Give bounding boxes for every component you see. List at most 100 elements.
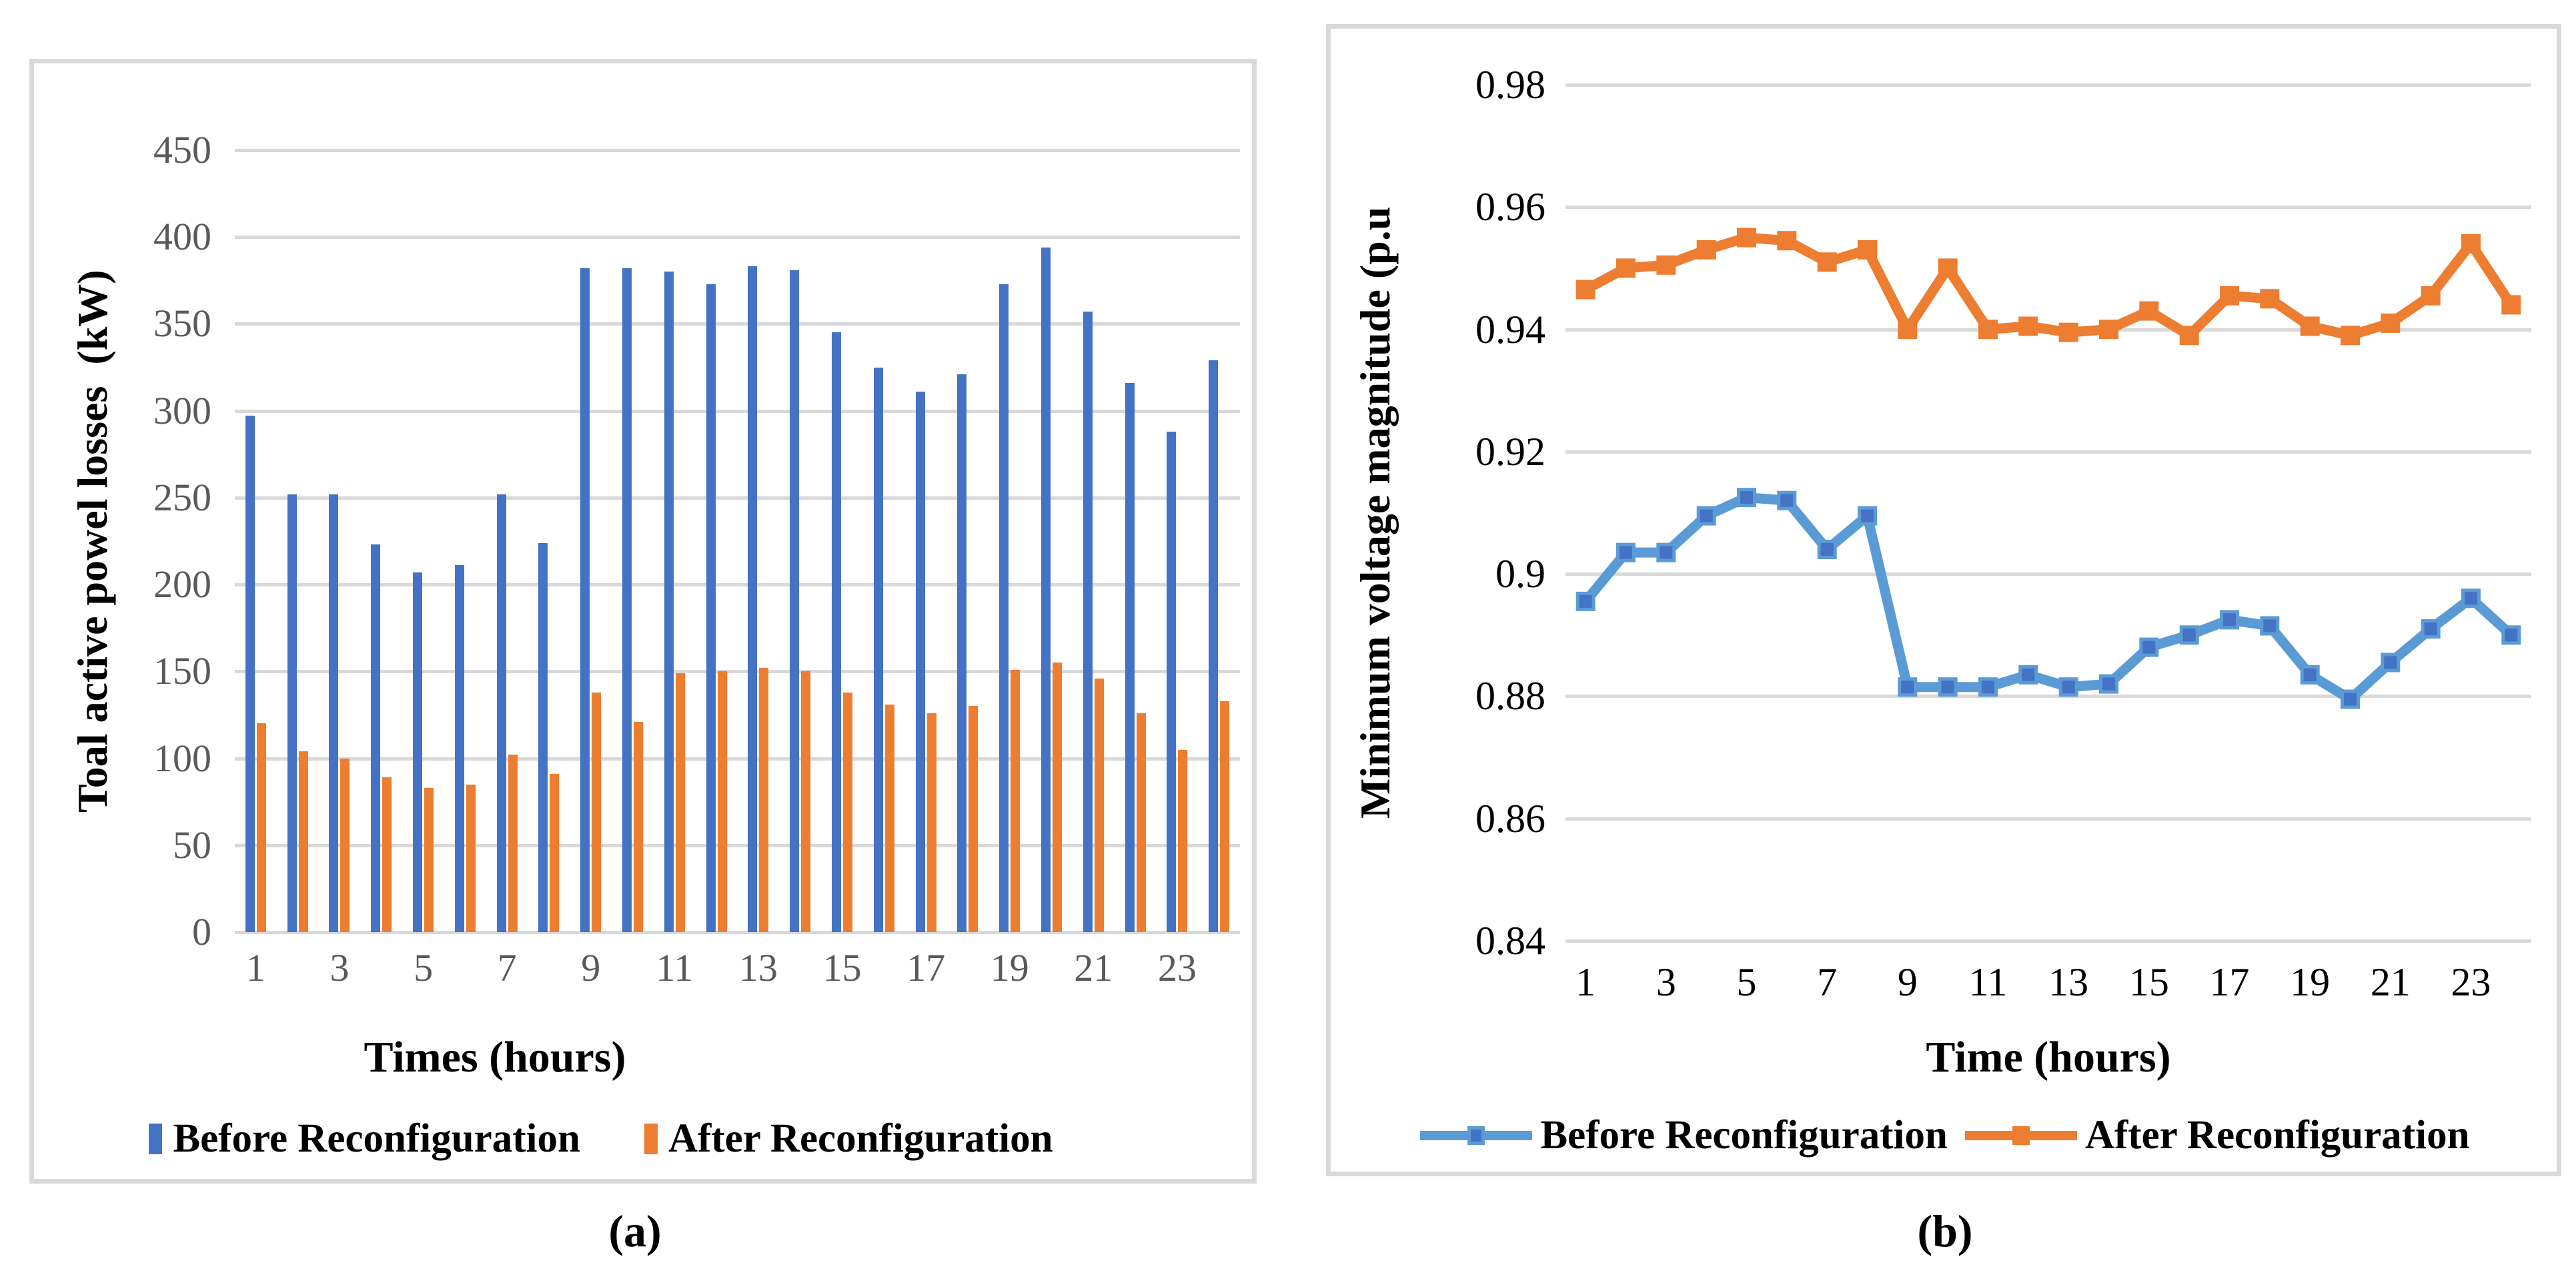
bar-before-reconfiguration xyxy=(915,392,925,932)
marker-after-reconfiguration xyxy=(2179,326,2199,346)
legend-swatch-after-icon xyxy=(644,1124,658,1154)
x-tick-label-b: 23 xyxy=(2451,960,2491,1004)
y-tick-label-a: 400 xyxy=(153,215,211,259)
bar-after-reconfiguration xyxy=(634,721,644,932)
caption-a: (a) xyxy=(608,1206,662,1256)
legend-a: Before Reconfiguration After Reconfigura… xyxy=(34,1116,1168,1162)
legend-item-after-bars: After Reconfiguration xyxy=(644,1116,1053,1162)
marker-after-reconfiguration xyxy=(1777,231,1797,251)
x-tick-label-a: 21 xyxy=(1074,946,1113,989)
bar-before-reconfiguration xyxy=(538,542,548,932)
bar-after-reconfiguration xyxy=(1011,669,1021,932)
x-tick-label-a: 9 xyxy=(581,946,601,989)
panel-b-voltage-magnitude: Minimum voltage magnitude (p.u 0.98 0.96 0… xyxy=(1326,24,2561,1176)
x-tick-label-b: 11 xyxy=(1968,960,2008,1004)
legend-label-before-line: Before Reconfiguration xyxy=(1540,1113,1948,1158)
marker-before-reconfiguration xyxy=(1737,488,1756,508)
y-tick-label-b: 0.84 xyxy=(1475,919,1545,963)
marker-after-reconfiguration xyxy=(2260,289,2280,309)
plot-area-b xyxy=(1565,83,2531,943)
bar-after-reconfiguration xyxy=(884,704,894,932)
x-tick-label-b: 13 xyxy=(2048,960,2089,1004)
marker-after-reconfiguration xyxy=(1938,258,1958,278)
line-before-reconfiguration xyxy=(1580,492,2517,705)
marker-before-reconfiguration xyxy=(2381,653,2401,673)
marker-before-reconfiguration xyxy=(2461,588,2481,608)
marker-after-reconfiguration xyxy=(2381,313,2401,333)
bar-before-reconfiguration xyxy=(371,544,381,932)
gridline-b xyxy=(1565,572,2531,576)
bar-before-reconfiguration xyxy=(999,284,1009,932)
bar-after-reconfiguration xyxy=(508,755,518,932)
marker-before-reconfiguration xyxy=(1656,542,1676,562)
bar-after-reconfiguration xyxy=(1178,749,1188,932)
bar-before-reconfiguration xyxy=(287,494,297,932)
bar-before-reconfiguration xyxy=(454,565,464,932)
x-tick-label-b: 21 xyxy=(2370,960,2411,1004)
marker-after-reconfiguration xyxy=(1616,258,1636,278)
line-after-reconfiguration xyxy=(1580,232,2517,341)
gridline-a xyxy=(235,931,1240,934)
y-tick-label-a: 100 xyxy=(153,736,211,780)
line-chart-canvas xyxy=(1575,228,2521,709)
marker-before-reconfiguration xyxy=(1575,591,1595,611)
gridline-a xyxy=(235,149,1240,152)
gridline-a xyxy=(235,757,1240,761)
bar-before-reconfiguration xyxy=(748,266,758,932)
bar-before-reconfiguration xyxy=(1083,312,1093,932)
marker-after-reconfiguration xyxy=(2461,234,2481,254)
x-tick-label-a: 17 xyxy=(906,946,946,989)
marker-before-reconfiguration xyxy=(1938,677,1958,697)
bar-after-reconfiguration xyxy=(298,751,308,932)
gridline-b xyxy=(1565,939,2531,943)
y-axis-title-a: Toal active powel losses (kW) xyxy=(69,270,116,813)
marker-after-reconfiguration xyxy=(2341,326,2360,346)
gridline-a xyxy=(235,496,1240,500)
bar-after-reconfiguration xyxy=(466,784,476,932)
y-tick-label-a: 350 xyxy=(153,302,211,346)
gridline-b xyxy=(1565,83,2531,87)
bar-after-reconfiguration xyxy=(340,758,350,932)
marker-before-reconfiguration xyxy=(2421,619,2441,639)
gridline-a xyxy=(235,583,1240,587)
bar-before-reconfiguration xyxy=(664,272,674,932)
marker-before-reconfiguration xyxy=(1616,542,1636,562)
gridline-a xyxy=(235,843,1240,847)
marker-after-reconfiguration xyxy=(1575,280,1595,300)
bar-after-reconfiguration xyxy=(382,777,392,932)
bar-after-reconfiguration xyxy=(717,671,727,932)
marker-after-reconfiguration xyxy=(1978,320,1998,340)
bar-after-reconfiguration xyxy=(969,706,979,932)
marker-before-reconfiguration xyxy=(1777,490,1797,510)
bar-after-reconfiguration xyxy=(926,713,936,932)
bar-before-reconfiguration xyxy=(245,416,255,932)
bar-after-reconfiguration xyxy=(1052,663,1062,932)
marker-before-reconfiguration xyxy=(1978,677,1998,697)
x-axis-title-a: Times (hours) xyxy=(364,1033,626,1082)
bar-after-reconfiguration xyxy=(424,787,434,932)
marker-before-reconfiguration xyxy=(2501,625,2521,645)
legend-swatch-before-icon xyxy=(149,1124,163,1154)
legend-item-before-bars: Before Reconfiguration xyxy=(149,1116,580,1162)
legend-label-before: Before Reconfiguration xyxy=(173,1116,580,1161)
marker-before-reconfiguration xyxy=(1898,677,1918,697)
bar-after-reconfiguration xyxy=(1094,678,1104,932)
x-tick-label-a: 19 xyxy=(990,946,1029,989)
y-tick-label-a: 150 xyxy=(153,649,211,693)
x-tick-label-a: 15 xyxy=(822,946,862,989)
marker-after-reconfiguration xyxy=(1898,320,1918,340)
bar-after-reconfiguration xyxy=(759,668,769,932)
marker-before-reconfiguration xyxy=(1858,506,1877,526)
bar-before-reconfiguration xyxy=(329,494,339,932)
y-tick-label-a: 50 xyxy=(173,823,211,867)
bar-after-reconfiguration xyxy=(675,673,685,932)
x-tick-label-b: 3 xyxy=(1656,960,1676,1004)
bar-after-reconfiguration xyxy=(256,723,266,932)
panel-a-power-losses: Toal active powel losses (kW) 450 400 350 3… xyxy=(29,59,1257,1184)
bar-before-reconfiguration xyxy=(1167,431,1177,932)
legend-line-marker-after-icon xyxy=(1964,1126,2077,1146)
x-tick-label-b: 17 xyxy=(2209,960,2250,1004)
bar-before-reconfiguration xyxy=(706,284,716,932)
bar-before-reconfiguration xyxy=(1125,382,1135,932)
